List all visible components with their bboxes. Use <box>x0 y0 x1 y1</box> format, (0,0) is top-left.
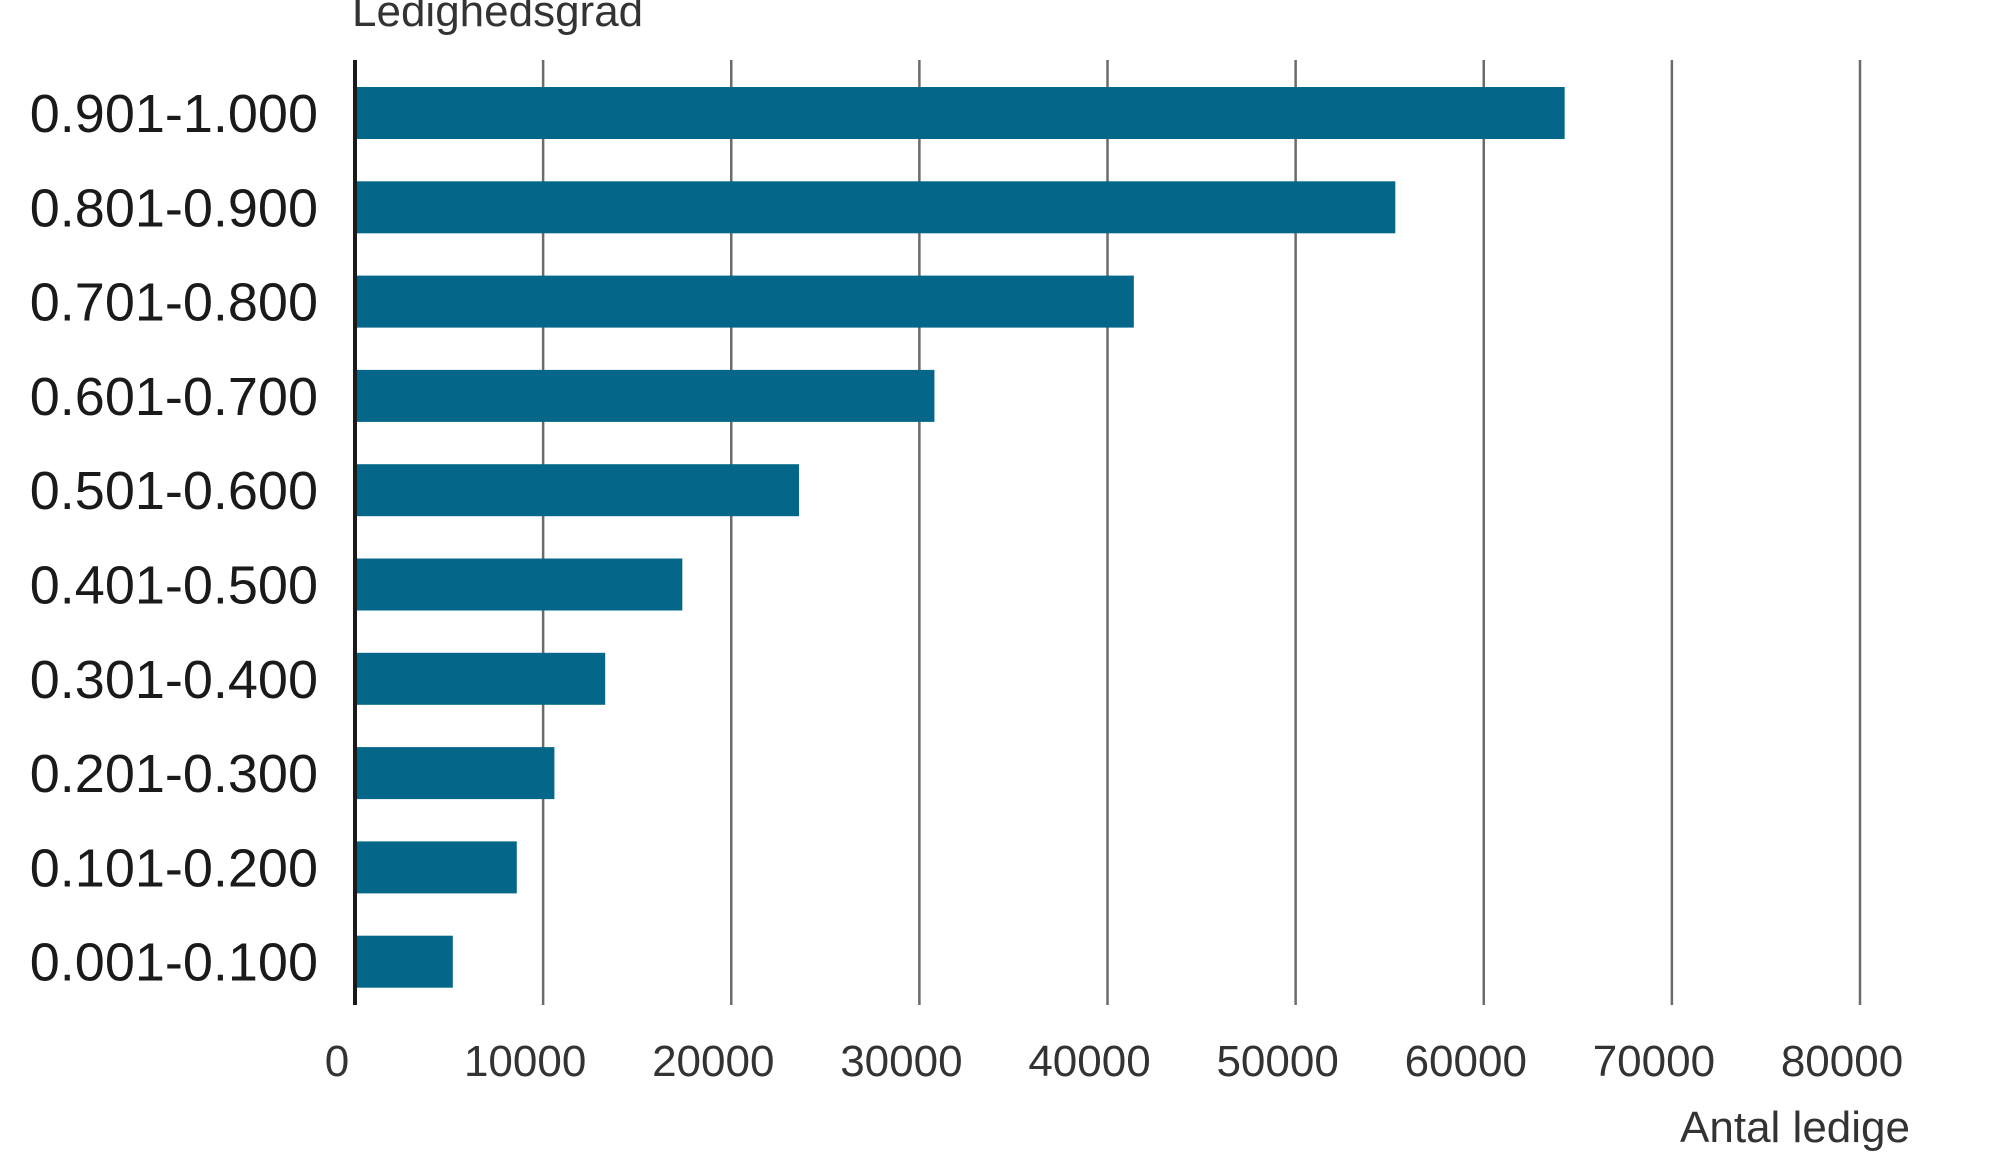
x-tick-label: 70000 <box>1593 1037 1715 1086</box>
x-axis-title: Antal ledige <box>1680 1103 1910 1152</box>
bar <box>355 652 606 705</box>
category-labels: 0.901-1.000 0.801-0.900 0.701-0.800 0.601-0… <box>30 84 318 993</box>
bar <box>355 747 555 800</box>
bar <box>355 275 1134 328</box>
bar <box>355 87 1565 139</box>
bar <box>355 558 683 611</box>
category-label: 0.701-0.800 <box>30 273 318 333</box>
category-label: 0.801-0.900 <box>30 178 318 238</box>
category-label: 0.401-0.500 <box>30 556 318 616</box>
bar <box>355 935 453 988</box>
bars <box>355 87 1565 988</box>
category-label: 0.901-1.000 <box>30 84 318 144</box>
category-label: 0.501-0.600 <box>30 461 318 521</box>
category-label: 0.101-0.200 <box>30 838 318 898</box>
x-tick-label: 60000 <box>1405 1037 1527 1086</box>
x-tick-label: 40000 <box>1028 1037 1150 1086</box>
bar <box>355 181 1396 234</box>
category-label: 0.601-0.700 <box>30 367 318 427</box>
x-tick-labels: 0 10000 20000 30000 40000 50000 60000 70000 8000… <box>325 1037 1903 1086</box>
x-tick-label: 20000 <box>652 1037 774 1086</box>
category-label: 0.301-0.400 <box>30 650 318 710</box>
x-tick-label: 50000 <box>1216 1037 1338 1086</box>
bar <box>355 841 517 894</box>
bar <box>355 369 935 422</box>
x-tick-label: 0 <box>325 1037 349 1086</box>
bar <box>355 464 799 517</box>
category-label: 0.201-0.300 <box>30 744 318 804</box>
y-axis-title: Ledighedsgrad <box>352 0 643 36</box>
x-tick-label: 80000 <box>1781 1037 1903 1086</box>
x-tick-label: 30000 <box>840 1037 962 1086</box>
x-tick-label: 10000 <box>464 1037 586 1086</box>
category-label: 0.001-0.100 <box>30 933 318 993</box>
